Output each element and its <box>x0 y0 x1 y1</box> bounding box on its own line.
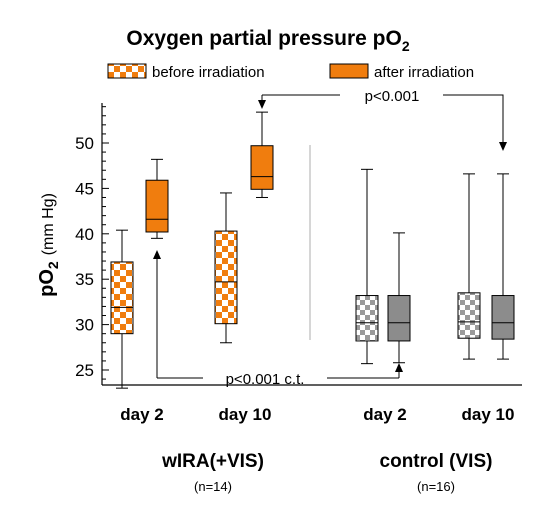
y-tick-label: 35 <box>75 270 94 289</box>
legend: before irradiation after irradiation <box>107 63 474 81</box>
group-label-control: control (VIS) <box>380 451 493 472</box>
box-iqr <box>145 179 169 233</box>
category-label-wira-day10: day 10 <box>219 405 272 424</box>
box-iqr <box>387 295 411 342</box>
annotation-top-label: p<0.001 <box>365 88 420 105</box>
box-plots <box>110 111 515 389</box>
box-plot <box>355 168 379 365</box>
box-plot <box>491 173 515 360</box>
y-tick-label: 45 <box>75 179 94 198</box>
annotation-bottom: p<0.001 c.t. <box>153 250 403 388</box>
box-iqr <box>457 292 481 339</box>
annotation-top-bracket <box>443 94 504 150</box>
box-plot <box>110 229 134 389</box>
y-axis-ticks: 25 30 35 40 45 50 <box>75 106 109 380</box>
box-iqr <box>214 230 238 325</box>
group-n-control: (n=16) <box>417 479 455 494</box>
chart-title-main: Oxygen partial pressure pO <box>126 27 401 50</box>
group-n-wira: (n=14) <box>194 479 232 494</box>
legend-label-after: after irradiation <box>374 64 474 81</box>
y-axis-label: pO2 (mm Hg) <box>36 193 61 297</box>
box-iqr <box>355 295 379 342</box>
box-plot <box>214 192 238 344</box>
legend-swatch-before <box>107 63 147 79</box>
y-tick-label: 40 <box>75 225 94 244</box>
group-label-wira: wIRA(+VIS) <box>161 451 264 472</box>
y-axis-label-subscript: 2 <box>45 261 61 269</box>
y-axis-label-unit: (mm Hg) <box>40 193 57 255</box>
box-plot <box>457 173 481 360</box>
y-axis-label-main: pO <box>36 269 58 297</box>
legend-label-before: before irradiation <box>152 64 265 81</box>
y-tick-label: 50 <box>75 134 94 153</box>
box-plot <box>145 158 169 239</box>
box-plot <box>250 111 274 198</box>
chart-title: Oxygen partial pressure pO2 <box>126 27 409 54</box>
annotation-top: p<0.001 <box>258 88 507 151</box>
category-label-control-day2: day 2 <box>363 405 406 424</box>
category-label-wira-day2: day 2 <box>120 405 163 424</box>
chart-title-subscript: 2 <box>402 38 410 54</box>
box-iqr <box>491 295 515 340</box>
y-tick-label: 25 <box>75 361 94 380</box>
y-tick-label: 30 <box>75 316 94 335</box>
box-iqr <box>250 145 274 190</box>
annotation-bottom-label: p<0.001 c.t. <box>226 371 305 388</box>
legend-swatch-after <box>329 63 369 79</box>
box-plot <box>387 232 411 364</box>
box-iqr <box>110 261 134 335</box>
category-label-control-day10: day 10 <box>462 405 515 424</box>
